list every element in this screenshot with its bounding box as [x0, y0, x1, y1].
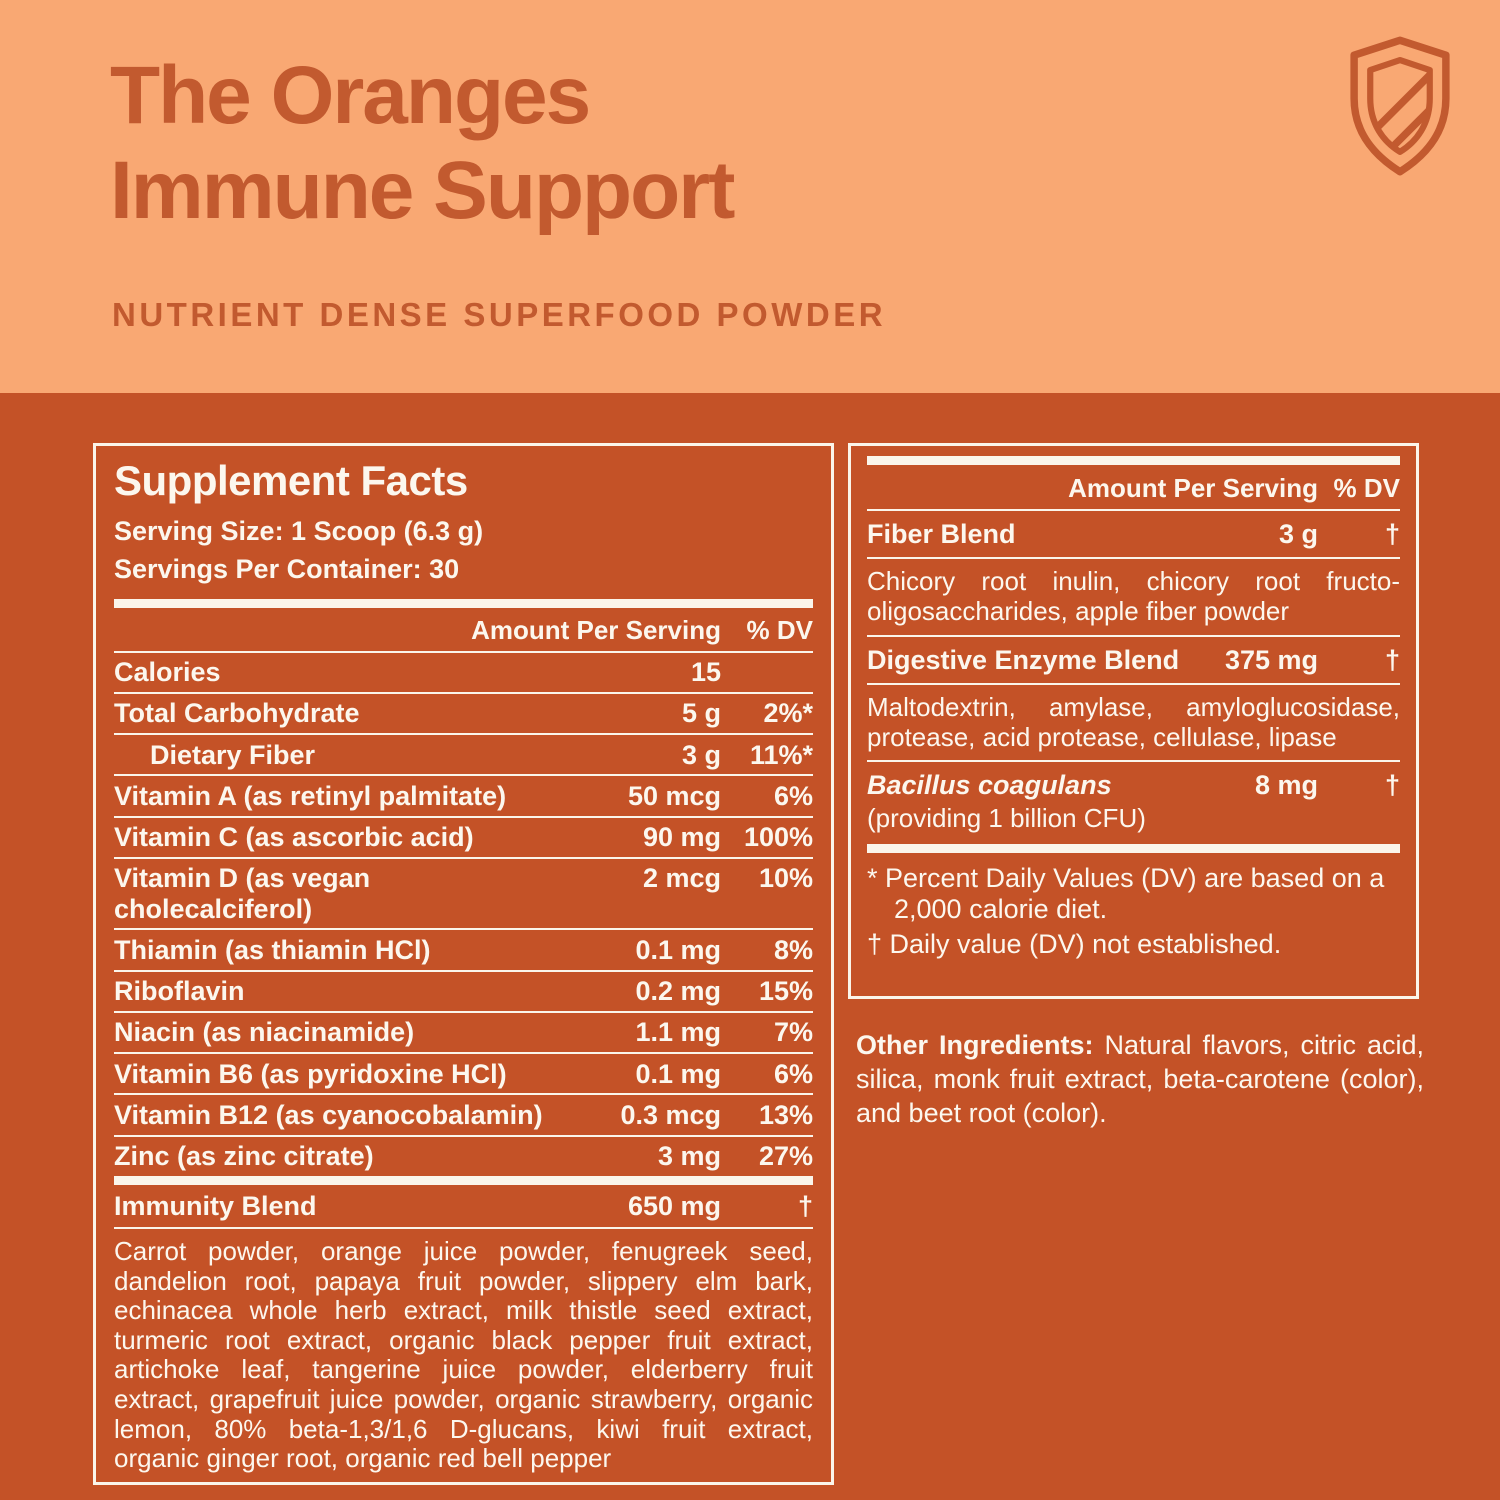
nutrient-name: Calories — [114, 657, 221, 688]
nutrient-amount: 0.2 mg — [635, 976, 721, 1007]
blend-name: Digestive Enzyme Blend — [867, 644, 1180, 675]
table-row: Riboflavin 0.2 mg 15% — [114, 969, 813, 1011]
table-row: Vitamin B12 (as cyanocobalamin) 0.3 mcg … — [114, 1093, 813, 1134]
table-row: Zinc (as zinc citrate) 3 mg 27% — [114, 1134, 813, 1176]
nutrient-amount: 1.1 mg — [635, 1017, 721, 1048]
nutrient-name: Vitamin A (as retinyl palmitate) — [114, 780, 507, 811]
blend-amount: 8 mg — [1254, 770, 1318, 801]
table-row: Vitamin D (as vegan cholecalciferol) 2 m… — [114, 856, 813, 928]
table-row: Dietary Fiber 3 g 11%* — [114, 733, 813, 774]
table-row: Thiamin (as thiamin HCl) 0.1 mg 8% — [114, 928, 813, 969]
nutrient-amount: 5 g — [681, 698, 721, 729]
immunity-blend-row: Immunity Blend 650 mg † — [114, 1185, 813, 1227]
nutrient-amount: 0.3 mcg — [620, 1099, 721, 1130]
product-title-line2: Immune Support — [110, 145, 735, 237]
table-row: Niacin (as niacinamide) 1.1 mg 7% — [114, 1010, 813, 1052]
table-row: Calories 15 — [114, 650, 813, 692]
other-ingredients-label: Other Ingredients: — [856, 1030, 1094, 1060]
blend-dv: † — [1384, 519, 1400, 549]
column-header-row: Amount Per Serving % DV — [867, 465, 1400, 509]
servings-per-container: Servings Per Container: 30 — [114, 553, 460, 584]
blend-name: Fiber Blend — [867, 519, 1016, 549]
nutrient-dv: 10% — [758, 863, 813, 894]
amount-per-serving-header: Amount Per Serving — [471, 614, 721, 645]
thick-divider-bar — [867, 456, 1400, 465]
table-row: Vitamin C (as ascorbic acid) 90 mg 100% — [114, 815, 813, 857]
other-ingredients-text: Natural flavors, citric acid, silica, mo… — [856, 1030, 1424, 1129]
nutrient-dv: 2%* — [763, 698, 813, 729]
nutrient-name: Vitamin B6 (as pyridoxine HCl) — [114, 1058, 507, 1089]
nutrient-name: Total Carbohydrate — [114, 698, 360, 729]
banner: The Oranges Immune Support NUTRIENT DENS… — [0, 0, 1500, 393]
serving-size: Serving Size: 1 Scoop (6.3 g) — [114, 516, 484, 547]
digestive-enzyme-blend-detail: Maltodextrin, amylase, amyloglucosidase,… — [867, 682, 1400, 760]
table-row: Total Carbohydrate 5 g 2%* — [114, 691, 813, 733]
nutrient-amount: 50 mcg — [627, 780, 721, 811]
nutrient-name: Thiamin (as thiamin HCl) — [114, 934, 431, 965]
nutrient-dv: 11%* — [749, 739, 813, 770]
blend-amount: 650 mg — [627, 1190, 721, 1221]
table-row: Vitamin A (as retinyl palmitate) 50 mcg … — [114, 774, 813, 815]
shield-stripes-icon — [1338, 34, 1462, 183]
nutrient-dv: 13% — [758, 1099, 813, 1130]
nutrient-dv: 8% — [773, 934, 813, 965]
footnote-dagger: † Daily value (DV) not established. — [867, 929, 1282, 960]
product-title: The Oranges Immune Support — [110, 48, 735, 238]
immunity-blend-ingredients: Carrot powder, orange juice powder, fenu… — [114, 1226, 813, 1474]
nutrient-dv: 100% — [743, 822, 813, 853]
bacillus-cfu-note: (providing 1 billion CFU) — [867, 803, 1146, 834]
nutrient-name: Vitamin D (as vegan cholecalciferol) — [114, 863, 371, 924]
nutrient-amount: 0.1 mg — [635, 934, 721, 965]
supplement-facts-panel: Supplement Facts Serving Size: 1 Scoop (… — [93, 443, 834, 1485]
blend-dv: † — [1384, 644, 1400, 675]
fiber-blend-detail: Chicory root inulin, chicory root fructo… — [867, 557, 1400, 634]
nutrient-dv: 6% — [773, 780, 813, 811]
nutrient-dv: 15% — [758, 976, 813, 1007]
table-row: Vitamin B6 (as pyridoxine HCl) 0.1 mg 6% — [114, 1052, 813, 1093]
blend-amount: 375 mg — [1224, 644, 1318, 675]
thick-divider-bar — [114, 1175, 813, 1185]
footnote-daily-values: * Percent Daily Values (DV) are based on… — [867, 862, 1385, 924]
column-header-row: Amount Per Serving % DV — [114, 608, 813, 651]
blend-dv: † — [1384, 770, 1400, 801]
nutrient-amount: 15 — [690, 657, 721, 688]
bacillus-coagulans-row: Bacillus coagulans 8 mg † — [867, 760, 1400, 808]
nutrient-name: Riboflavin — [114, 976, 245, 1007]
nutrient-amount: 3 g — [681, 739, 721, 770]
nutrient-name: Niacin (as niacinamide) — [114, 1017, 415, 1048]
nutrient-dv: 27% — [758, 1141, 813, 1171]
nutrient-name: Vitamin B12 (as cyanocobalamin) — [114, 1099, 543, 1130]
percent-dv-header: % DV — [1333, 473, 1400, 503]
blend-dv: † — [797, 1190, 813, 1221]
blend-amount: 3 g — [1278, 519, 1318, 549]
nutrient-amount: 90 mg — [642, 822, 721, 853]
nutrient-dv: 7% — [773, 1017, 813, 1048]
thick-divider-bar — [867, 843, 1400, 853]
blend-name: Bacillus coagulans — [867, 770, 1112, 801]
nutrient-dv: 6% — [773, 1058, 813, 1089]
supplement-facts-title: Supplement Facts — [114, 457, 468, 504]
fiber-blend-row: Fiber Blend 3 g † — [867, 509, 1400, 557]
nutrient-name: Zinc (as zinc citrate) — [114, 1141, 374, 1171]
nutrient-amount: 2 mcg — [642, 863, 721, 894]
other-ingredients: Other Ingredients: Natural flavors, citr… — [856, 1028, 1424, 1130]
blends-panel: Amount Per Serving % DV Fiber Blend 3 g … — [848, 443, 1419, 999]
percent-dv-header: % DV — [746, 614, 813, 645]
nutrient-amount: 0.1 mg — [635, 1058, 721, 1089]
nutrient-name: Dietary Fiber — [150, 739, 316, 770]
nutrient-name: Vitamin C (as ascorbic acid) — [114, 822, 474, 853]
product-title-line1: The Oranges — [110, 50, 591, 141]
product-subtitle: NUTRIENT DENSE SUPERFOOD POWDER — [112, 296, 887, 333]
thick-divider-bar — [114, 598, 813, 608]
amount-per-serving-header: Amount Per Serving — [1068, 473, 1318, 503]
digestive-enzyme-blend-row: Digestive Enzyme Blend 375 mg † — [867, 634, 1400, 683]
nutrient-amount: 3 mg — [657, 1141, 721, 1171]
blend-name: Immunity Blend — [114, 1190, 317, 1221]
